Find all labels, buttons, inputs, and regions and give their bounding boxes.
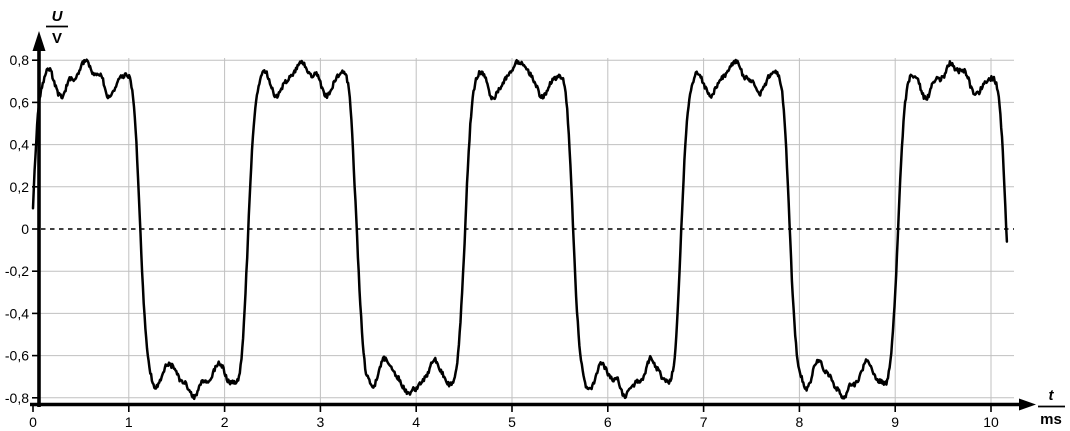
- x-axis-quantity-symbol: t: [1049, 387, 1055, 404]
- y-axis-unit-symbol: V: [52, 30, 62, 47]
- x-tick-label: 1: [125, 414, 133, 430]
- y-tick-label: 0: [21, 221, 29, 237]
- x-axis-unit-symbol: ms: [1040, 411, 1062, 428]
- waveform-trace: [31, 58, 1009, 401]
- axis-layer: 0 1 2 3 4 5 6 7 8 9 10 0,8 0,6 0,4 0,2 0 -0,2 -0,4 -0,6 -0,…: [5, 31, 1036, 430]
- x-tick-label: 3: [317, 414, 325, 430]
- y-tick-label: -0,8: [5, 390, 29, 406]
- x-axis-arrow-icon: [1019, 398, 1036, 411]
- y-tick-label: 0,4: [10, 137, 30, 153]
- y-axis-quantity-symbol: U: [52, 8, 64, 25]
- x-tick-label: 8: [796, 414, 804, 430]
- trace-layer: [31, 58, 1009, 401]
- y-tick-label: -0,6: [5, 348, 29, 364]
- x-tick-label: 6: [604, 414, 612, 430]
- x-tick-label: 5: [508, 414, 516, 430]
- x-tick-label: 10: [983, 414, 999, 430]
- y-tick-label: -0,2: [5, 263, 29, 279]
- x-axis-unit-label: t ms: [1038, 387, 1065, 428]
- y-axis-unit-label: U V: [46, 8, 68, 47]
- y-tick-label: 0,6: [10, 94, 30, 110]
- x-tick-label: 9: [891, 414, 899, 430]
- y-tick-label: 0,2: [10, 179, 30, 195]
- y-axis-arrow-icon: [32, 31, 46, 51]
- grid-layer: [39, 58, 1014, 405]
- y-tick-label: 0,8: [10, 52, 30, 68]
- x-tick-label: 0: [29, 414, 37, 430]
- x-tick-label: 4: [412, 414, 420, 430]
- x-tick-label: 2: [221, 414, 229, 430]
- x-tick-label: 7: [700, 414, 708, 430]
- y-tick-label: -0,4: [5, 305, 29, 321]
